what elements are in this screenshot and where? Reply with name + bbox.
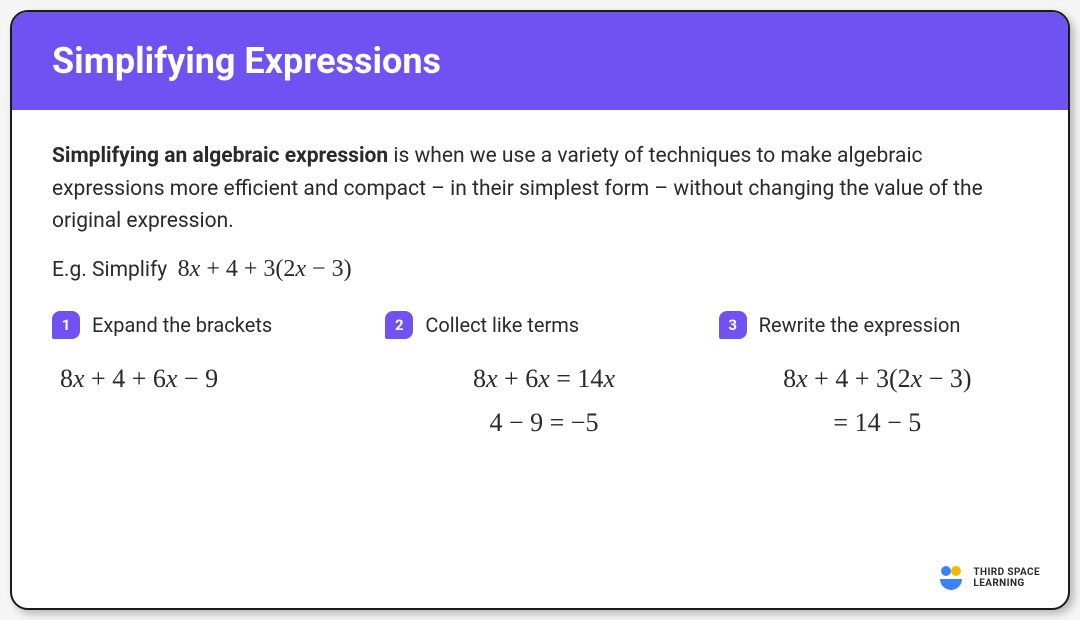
card-header: Simplifying Expressions <box>12 12 1068 110</box>
step-1-math: 8x + 4 + 6x − 9 <box>52 357 361 401</box>
step-badge-2: 2 <box>385 311 413 339</box>
example-line: E.g. Simplify 8x + 4 + 3(2x − 3) <box>52 256 1028 283</box>
step-3-line-1: 8x + 4 + 3(2x − 3) <box>727 357 1028 401</box>
step-3-line-2: = 14 − 5 <box>727 401 1028 445</box>
example-expression: 8x + 4 + 3(2x − 3) <box>178 256 352 282</box>
step-2-line-1: 8x + 6x = 14x <box>393 357 694 401</box>
lesson-card: Simplifying Expressions Simplifying an a… <box>10 10 1070 610</box>
page-title: Simplifying Expressions <box>52 40 1028 82</box>
logo-icon <box>937 566 965 590</box>
step-1: 1 Expand the brackets 8x + 4 + 6x − 9 <box>52 311 361 445</box>
step-3-math: 8x + 4 + 3(2x − 3) = 14 − 5 <box>719 357 1028 445</box>
step-2-line-2: 4 − 9 = −5 <box>393 401 694 445</box>
step-3-title: Rewrite the expression <box>759 313 961 337</box>
brand-logo: THIRD SPACE LEARNING <box>937 566 1040 590</box>
example-label: E.g. Simplify <box>52 258 167 282</box>
logo-line-2: LEARNING <box>973 578 1040 589</box>
step-2: 2 Collect like terms 8x + 6x = 14x 4 − 9… <box>385 311 694 445</box>
intro-bold: Simplifying an algebraic expression <box>52 144 388 168</box>
card-content: Simplifying an algebraic expression is w… <box>12 110 1068 608</box>
step-badge-1: 1 <box>52 311 80 339</box>
step-badge-3: 3 <box>719 311 747 339</box>
step-2-head: 2 Collect like terms <box>385 311 694 339</box>
intro-paragraph: Simplifying an algebraic expression is w… <box>52 140 1028 238</box>
step-3: 3 Rewrite the expression 8x + 4 + 3(2x −… <box>719 311 1028 445</box>
step-1-head: 1 Expand the brackets <box>52 311 361 339</box>
step-1-line-1: 8x + 4 + 6x − 9 <box>60 357 361 401</box>
steps-row: 1 Expand the brackets 8x + 4 + 6x − 9 2 … <box>52 311 1028 445</box>
step-2-math: 8x + 6x = 14x 4 − 9 = −5 <box>385 357 694 445</box>
logo-line-1: THIRD SPACE <box>973 567 1040 578</box>
step-1-title: Expand the brackets <box>92 313 272 337</box>
logo-text: THIRD SPACE LEARNING <box>973 567 1040 589</box>
step-2-title: Collect like terms <box>425 313 579 337</box>
step-3-head: 3 Rewrite the expression <box>719 311 1028 339</box>
